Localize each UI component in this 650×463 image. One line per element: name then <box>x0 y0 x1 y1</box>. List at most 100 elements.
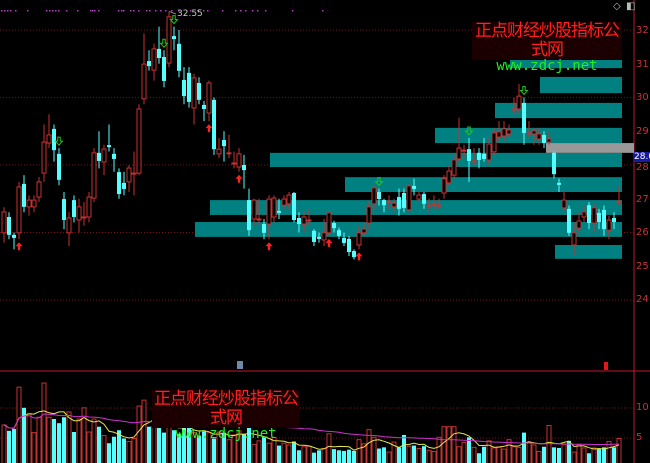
marker-dot <box>133 10 135 12</box>
volume-bar <box>347 449 351 463</box>
candle-down <box>522 102 526 133</box>
volume-bar <box>197 435 201 463</box>
volume-bar <box>91 418 97 463</box>
candle-down <box>317 236 321 239</box>
candle-up <box>281 198 287 206</box>
marker-dot <box>222 10 224 12</box>
candle-up <box>366 206 372 224</box>
watermark-url: www.zdcj.net <box>175 426 277 443</box>
event-marker-icon <box>604 362 608 370</box>
price-zone <box>210 200 622 215</box>
volume-bar <box>297 450 301 463</box>
marker-dot <box>235 10 237 12</box>
candle-up <box>236 153 242 168</box>
volume-bar <box>57 423 61 463</box>
panel-toggle-icon[interactable]: ◧ <box>626 1 636 12</box>
volume-bar <box>422 446 426 463</box>
volume-bar <box>256 440 262 463</box>
marker-dot <box>1 10 3 12</box>
peak-leader-line <box>168 11 177 15</box>
volume-bar <box>231 434 237 463</box>
price-zone <box>270 152 622 168</box>
candle-down <box>7 216 11 235</box>
y-tick-label: 31 <box>636 59 649 70</box>
marker-dot <box>203 10 205 12</box>
candle-down <box>332 223 336 229</box>
candle-up <box>251 199 257 220</box>
marker-dot <box>240 10 242 12</box>
candle-down <box>567 208 571 233</box>
volume-bar <box>561 443 567 463</box>
marker-dot <box>121 10 123 12</box>
volume-bar <box>516 446 522 463</box>
volume-bar <box>76 418 82 463</box>
marker-dot <box>46 10 48 12</box>
candle-down <box>292 193 296 221</box>
volume-bar <box>397 447 401 463</box>
candle-up <box>306 219 312 222</box>
candle-up <box>101 148 107 163</box>
y-tick-label: 32 <box>636 25 649 36</box>
marker-dot <box>245 10 247 12</box>
volume-bar <box>187 426 191 463</box>
candle-up <box>301 216 307 225</box>
diamond-icon[interactable]: ◇ <box>613 1 621 12</box>
volume-bar <box>471 446 477 463</box>
volume-bar <box>136 405 142 463</box>
candle-down <box>422 194 426 204</box>
candle-up <box>571 232 577 246</box>
volume-bar <box>467 437 471 463</box>
marker-dot <box>160 10 162 12</box>
volume-bar <box>506 439 512 463</box>
price-zone <box>195 222 622 237</box>
candle-down <box>397 197 401 209</box>
volume-bar <box>72 432 76 463</box>
watermark-url: www.zdcj.net <box>496 58 598 75</box>
candle-down <box>602 209 606 230</box>
candle-up <box>391 202 397 208</box>
volume-bar <box>52 419 56 463</box>
candle-down <box>62 199 66 221</box>
candle-up <box>436 204 442 207</box>
marker-dot <box>165 10 167 12</box>
candle-up <box>561 199 567 209</box>
volume-bar <box>286 444 292 463</box>
volume-bar <box>306 445 312 463</box>
candle-up <box>86 196 92 218</box>
candle-down <box>482 153 486 159</box>
volume-bar <box>191 432 197 463</box>
y-tick-label: 29 <box>636 126 649 137</box>
volume-bar <box>542 446 546 463</box>
candle-up <box>581 211 587 218</box>
marker-dot <box>58 10 60 12</box>
candle-down <box>557 182 561 185</box>
volume-bar <box>107 443 111 463</box>
candle-up <box>126 167 132 183</box>
y-tick-label: 26 <box>636 227 649 238</box>
volume-bar <box>141 399 147 463</box>
volume-tick-label: 5 <box>636 432 643 443</box>
candle-up <box>136 108 142 174</box>
candle-up <box>76 206 82 221</box>
volume-bar <box>536 450 542 463</box>
marker-dot <box>149 10 151 12</box>
volume-bar <box>591 447 597 463</box>
volume-bar <box>16 386 22 463</box>
volume-bar <box>531 444 537 463</box>
volume-bar <box>312 452 316 463</box>
candle-down <box>247 200 251 231</box>
volume-bar <box>131 438 137 463</box>
candle-down <box>412 185 416 189</box>
volume-bar <box>22 407 26 463</box>
y-tick-label: 30 <box>636 92 649 103</box>
y-tick-label: 28 <box>636 162 649 173</box>
volume-bar <box>262 437 266 463</box>
candle-down <box>182 79 186 97</box>
volume-bar <box>332 449 336 463</box>
marker-dot <box>92 10 94 12</box>
event-marker-icon <box>237 361 243 369</box>
volume-bar <box>337 450 341 463</box>
y-tick-label: 25 <box>636 261 649 272</box>
